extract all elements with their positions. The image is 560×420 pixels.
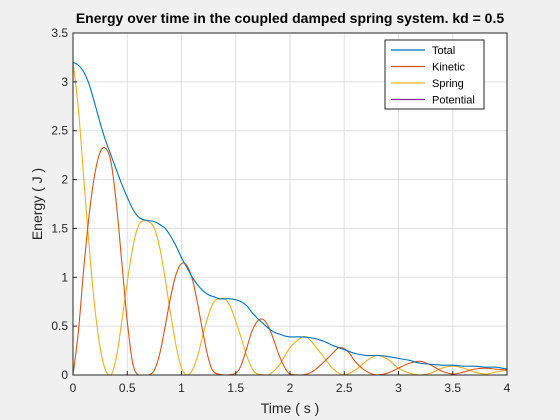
x-tick-label: 4 — [504, 381, 511, 395]
legend-label-kinetic: Kinetic — [432, 62, 466, 74]
legend-label-spring: Spring — [432, 78, 464, 90]
y-tick-label: 2 — [61, 173, 68, 187]
chart-title: Energy over time in the coupled damped s… — [76, 10, 505, 26]
y-tick-label: 2.5 — [51, 124, 68, 138]
legend-label-total: Total — [432, 45, 455, 57]
series-line-spring — [72, 62, 508, 376]
series-line-total — [72, 61, 508, 370]
x-tick-label: 1 — [178, 381, 185, 395]
y-tick-label: 0 — [61, 368, 68, 382]
y-axis-label: Energy ( J ) — [29, 168, 45, 240]
y-tick-label: 3.5 — [51, 26, 68, 40]
series-line-kinetic — [72, 147, 508, 376]
x-tick-label: 1.5 — [227, 381, 244, 395]
y-tick-label: 0.5 — [51, 319, 68, 333]
y-tick-label: 3 — [61, 75, 68, 89]
x-tick-label: 3.5 — [444, 381, 461, 395]
legend-label-potential: Potential — [432, 95, 475, 107]
axis-ticks: 0 0.5 1 1.5 2 2.5 3 3.5 4 0 0.5 1 1.5 2 2.5 3 3.5 — [51, 26, 510, 395]
x-tick-label: 0 — [70, 381, 77, 395]
x-tick-label: 2.5 — [336, 381, 353, 395]
legend: Total Kinetic Spring Potential — [384, 39, 485, 110]
x-axis-label: Time ( s ) — [261, 400, 320, 416]
x-tick-label: 3 — [395, 381, 402, 395]
y-tick-label: 1.5 — [51, 221, 68, 235]
y-tick-label: 1 — [61, 270, 68, 284]
x-tick-label: 2 — [287, 381, 294, 395]
legend-box — [384, 39, 485, 110]
x-tick-label: 0.5 — [119, 381, 136, 395]
